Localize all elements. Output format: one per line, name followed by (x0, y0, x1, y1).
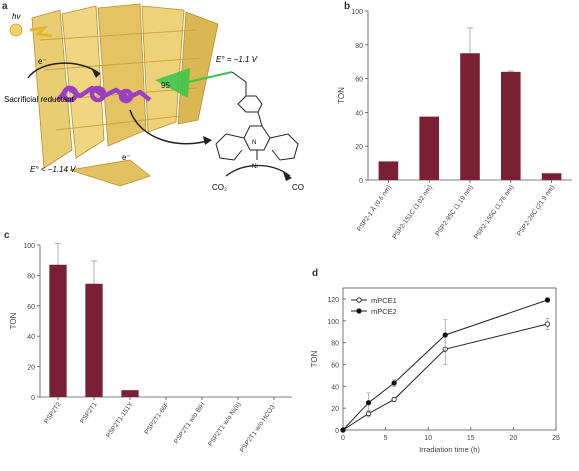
hv-label: hν (12, 12, 20, 21)
co2-reduction-arrow (225, 164, 291, 177)
data-point (340, 427, 346, 433)
residue-95-label: 95 (161, 81, 170, 90)
x-tick-label: PSP2-95C (1.19 nm) (434, 184, 474, 237)
co-label: CO (292, 183, 304, 192)
data-point (544, 321, 551, 327)
y-tick-label: 20 (27, 365, 35, 372)
ni-terpyridine-catalyst (215, 71, 299, 161)
electron-label-top: e⁻ (38, 57, 47, 66)
y-tick-label: 100 (327, 319, 339, 326)
y-tick-label: 40 (331, 384, 339, 391)
electron-arrow-bottom (129, 109, 211, 145)
electron-arrow-top (27, 62, 101, 79)
x-axis-title: Irradiation time (h) (419, 445, 480, 454)
x-tick-label: PSP2T1 w/o BIH (173, 401, 207, 445)
bar (378, 161, 399, 180)
arrowhead-icon (283, 172, 292, 181)
e0-right-label: E° = −1.1 V (216, 55, 258, 64)
y-axis-title: TON (310, 350, 319, 367)
bar (85, 283, 103, 397)
x-tick-label: PSP2T1-66F (143, 401, 170, 436)
y-tick-label: 80 (27, 273, 35, 280)
y-tick-label: 20 (355, 144, 363, 151)
e0-left-label: E° < −1.14 V (30, 165, 76, 174)
bar (541, 173, 562, 180)
y-tick-label: 60 (27, 304, 35, 311)
bar (501, 71, 521, 180)
sun-icon (9, 23, 23, 37)
x-tick-label: 5 (384, 435, 388, 442)
x-tick-label: PSP2-151C (1.02 nm) (391, 184, 433, 240)
panel-letter-b: b (344, 1, 351, 12)
legend-label: mPCE1 (371, 296, 397, 305)
y-axis-title: TON (337, 87, 346, 104)
x-tick-label: 20 (510, 435, 518, 442)
y-axis-title: TON (9, 312, 18, 329)
y-tick-label: 60 (355, 77, 363, 84)
x-tick-label: 0 (341, 435, 345, 442)
chart-b: 0 20 40 60 80 100 TON PSP2-1 Å (0.6 nm)PSP2-151… (337, 9, 572, 241)
panel-letter-a: a (2, 1, 8, 12)
y-tick-label: 0 (335, 428, 339, 435)
catalyst-atom-ni: Ni (252, 164, 258, 170)
arrowhead-icon (92, 70, 100, 78)
beta-barrel-illustration (31, 3, 219, 187)
x-tick-label: PSP2-26C (21.9 nm) (516, 184, 556, 237)
catalyst-atom-n: N (252, 140, 256, 146)
x-tick-label: PSP2T1-151Y (105, 401, 135, 440)
plot-frame (342, 287, 557, 431)
y-tick-label: 80 (331, 341, 339, 348)
data-point (544, 297, 551, 303)
legend-label: mPCE2 (371, 307, 397, 316)
y-tick-label: 0 (359, 178, 363, 185)
y-tick-label: 100 (351, 9, 363, 16)
y-tick-label: 40 (27, 334, 35, 341)
x-tick-label: 25 (552, 435, 560, 442)
data-point (365, 400, 372, 406)
x-tick-label: PSP2T2 (43, 401, 63, 425)
bar (460, 53, 480, 180)
y-tick-label: 60 (331, 362, 339, 369)
chart-d: 0 20 40 60 80 100 120 0 5 10 15 20 25 Irradiation tim… (310, 287, 560, 454)
data-point (442, 332, 448, 338)
panel-letter-c: c (4, 230, 10, 241)
x-tick-label: PSP2-155C (1.76 nm) (473, 184, 515, 240)
x-tick-label: PSP2T1 w/o Ni(II) (207, 401, 243, 448)
x-tick-label: 10 (424, 435, 432, 442)
data-point (391, 396, 397, 403)
co2-label: CO₂ (212, 183, 227, 192)
legend-marker (356, 308, 362, 314)
x-tick-label: PSP2T1 w/o HCO3⁻ (239, 401, 279, 454)
x-tick-label: PSP2T1 (79, 401, 99, 425)
panel-letter-d: d (312, 268, 319, 279)
y-tick-label: 100 (23, 243, 35, 250)
x-tick-label: PSP2-1 Å (0.6 nm) (354, 183, 393, 233)
y-tick-label: 20 (331, 406, 339, 413)
lightning-icon (29, 25, 53, 38)
chart-c: 0 20 40 60 80 100 TON PSP2T2 PSP2T1 PSP2T1-151Y PS… (9, 243, 292, 454)
panel-a-schematic: hν e⁻ e⁻ Sacrificial reductant E° < −1.1… (4, 3, 304, 192)
arrowhead-icon (203, 136, 212, 145)
bar (419, 116, 439, 180)
dye-molecule (56, 85, 152, 104)
data-point (391, 380, 397, 386)
x-tick-label: 15 (467, 435, 475, 442)
linker-line (187, 71, 233, 83)
bar (121, 390, 139, 397)
y-tick-label: 120 (327, 297, 339, 304)
residue-95-highlight (155, 68, 190, 98)
legend-marker (356, 297, 362, 303)
y-tick-label: 80 (355, 43, 363, 50)
sacrificial-reductant-label: Sacrificial reductant (4, 95, 75, 104)
electron-label-bottom: e⁻ (122, 153, 131, 162)
bar (49, 264, 67, 397)
y-tick-label: 0 (31, 395, 35, 402)
y-tick-label: 40 (355, 110, 363, 117)
